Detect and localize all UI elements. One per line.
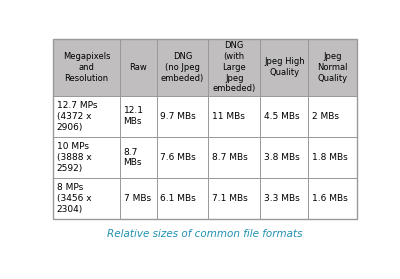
Text: 12.1
MBs: 12.1 MBs (124, 106, 144, 126)
Bar (260, 96, 308, 137)
Text: 7.6 MBs: 7.6 MBs (160, 153, 196, 162)
Text: 8 MPs
(3456 x
2304): 8 MPs (3456 x 2304) (57, 184, 92, 214)
Bar (53, 96, 120, 137)
Text: 8.7
MBs: 8.7 MBs (124, 148, 142, 167)
Bar (120, 96, 156, 137)
Text: 8.7 MBs: 8.7 MBs (212, 153, 248, 162)
Bar (156, 178, 208, 219)
Bar (208, 137, 260, 178)
Text: Relative sizes of common file formats: Relative sizes of common file formats (107, 229, 303, 239)
Bar (120, 137, 156, 178)
Bar (308, 137, 357, 178)
Bar (120, 178, 156, 219)
Text: DNG
(no Jpeg
embeded): DNG (no Jpeg embeded) (161, 52, 204, 83)
Text: Jpeg
Normal
Quality: Jpeg Normal Quality (318, 52, 348, 83)
Bar (53, 39, 357, 219)
Text: 2 MBs: 2 MBs (312, 112, 339, 121)
Bar (53, 178, 120, 219)
Bar (208, 96, 260, 137)
Text: 11 MBs: 11 MBs (212, 112, 245, 121)
Text: 3.8 MBs: 3.8 MBs (264, 153, 300, 162)
Bar (53, 137, 120, 178)
Bar (156, 137, 208, 178)
Bar (260, 137, 308, 178)
Text: 7 MBs: 7 MBs (124, 194, 151, 203)
Bar (308, 39, 357, 96)
Bar (260, 178, 308, 219)
Text: Raw: Raw (129, 63, 147, 72)
Bar (208, 178, 260, 219)
Text: 10 MPs
(3888 x
2592): 10 MPs (3888 x 2592) (57, 142, 92, 173)
Bar (120, 39, 156, 96)
Text: DNG
(with
Large
Jpeg
embeded): DNG (with Large Jpeg embeded) (212, 41, 256, 93)
Text: Jpeg High
Quality: Jpeg High Quality (264, 57, 305, 77)
Text: 12.7 MPs
(4372 x
2906): 12.7 MPs (4372 x 2906) (57, 101, 97, 131)
Text: 4.5 MBs: 4.5 MBs (264, 112, 300, 121)
Text: 7.1 MBs: 7.1 MBs (212, 194, 248, 203)
Bar (260, 39, 308, 96)
Bar (308, 96, 357, 137)
Bar (53, 39, 120, 96)
Bar (308, 178, 357, 219)
Text: 1.6 MBs: 1.6 MBs (312, 194, 348, 203)
Text: Megapixels
and
Resolution: Megapixels and Resolution (63, 52, 110, 83)
Text: 9.7 MBs: 9.7 MBs (160, 112, 196, 121)
Text: 1.8 MBs: 1.8 MBs (312, 153, 348, 162)
Bar (156, 39, 208, 96)
Text: 3.3 MBs: 3.3 MBs (264, 194, 300, 203)
Bar (156, 96, 208, 137)
Text: 6.1 MBs: 6.1 MBs (160, 194, 196, 203)
Bar (208, 39, 260, 96)
